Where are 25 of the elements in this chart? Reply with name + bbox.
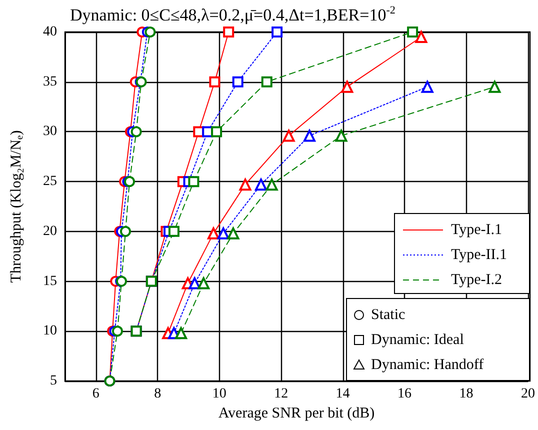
y-tick-label: 30	[43, 124, 57, 140]
x-tick-label: 8	[154, 386, 162, 402]
x-tick-label: 6	[92, 386, 100, 402]
annotation: Dynamic: Handoff	[371, 356, 484, 374]
annotation: Static	[371, 306, 406, 324]
y-tick-label: 20	[43, 224, 57, 239]
annotation: Type-II.1	[451, 246, 508, 264]
annotation: Type-I.1	[451, 220, 502, 238]
annotation: Dynamic: Ideal	[371, 330, 464, 348]
x-tick-label: 10	[212, 386, 226, 402]
annotation: Type-I.2	[451, 270, 502, 288]
x-tick-label: 20	[521, 386, 535, 402]
y-tick-label: 10	[43, 324, 57, 339]
x-axis-title: Average SNR per bit (dB)	[218, 405, 375, 422]
y-tick-label: 35	[43, 74, 57, 90]
y-tick-label: 5	[50, 374, 57, 388]
x-tick-label: 18	[459, 386, 474, 402]
y-tick-label: 40	[43, 24, 57, 40]
y-tick-label: 15	[43, 274, 57, 289]
x-tick-label: 12	[274, 386, 288, 402]
y-axis-title: Throughput (Klog₂M/Ne)	[8, 130, 26, 283]
y-tick-label: 25	[43, 174, 57, 190]
x-tick-label: 14	[336, 386, 350, 402]
x-tick-label: 16	[398, 386, 412, 402]
key-panel: Static Dynamic: Ideal Dynamic: Handoff	[346, 298, 530, 381]
